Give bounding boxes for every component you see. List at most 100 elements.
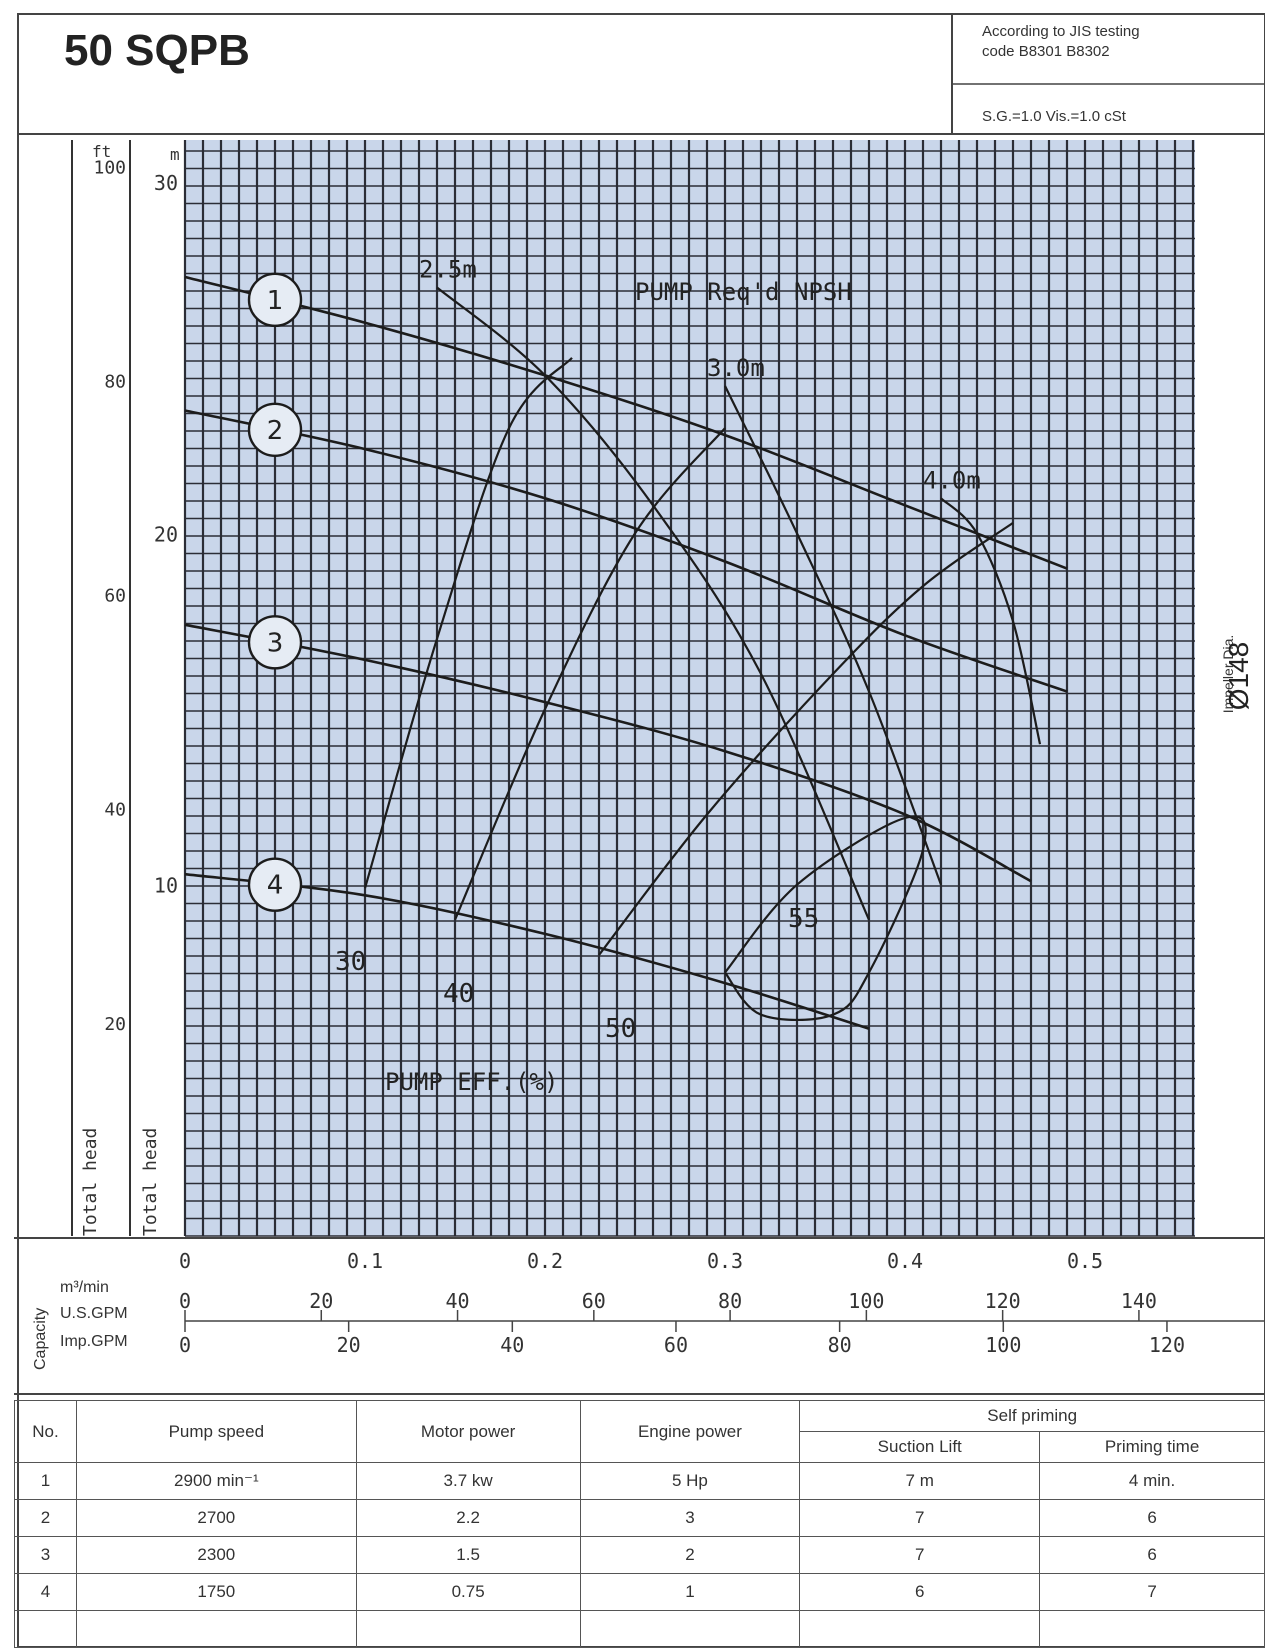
cell-motor: 1.5 — [355, 1536, 581, 1574]
npsh-curve — [940, 497, 1042, 745]
npsh-label: 2.5m — [419, 256, 477, 284]
efficiency-contour-40 — [453, 427, 726, 921]
cell-engine: 1 — [579, 1573, 801, 1611]
cell-suction: 7 — [799, 1499, 1041, 1537]
chart-curves — [184, 275, 1068, 1030]
cell-no: 1 — [14, 1462, 77, 1500]
m3-tick-label: 0.5 — [1067, 1249, 1103, 1273]
cell-no: 3 — [14, 1536, 77, 1574]
m-unit: m — [170, 145, 180, 164]
impgpm-tick-label: 60 — [664, 1333, 688, 1357]
cell-no: 4 — [14, 1573, 77, 1611]
impgpm-tick-label: 100 — [985, 1333, 1021, 1357]
capacity-title: Capacity — [32, 1308, 49, 1370]
cell-motor: 2.2 — [355, 1499, 581, 1537]
fluid-conditions: S.G.=1.0 Vis.=1.0 cSt — [982, 108, 1126, 125]
usgpm-tick-label: 140 — [1121, 1289, 1157, 1313]
header-priming-time: Priming time — [1039, 1431, 1265, 1463]
impgpm-tick-label: 0 — [179, 1333, 191, 1357]
series-marker-2 — [247, 402, 303, 458]
series-line-1 — [184, 275, 1068, 570]
cell-priming: 7 — [1039, 1573, 1265, 1611]
m3-unit-label: m³/min — [60, 1279, 109, 1296]
series-marker-label: 2 — [267, 416, 284, 446]
m-tick-label: 20 — [154, 522, 178, 546]
ft-tick-label: 40 — [104, 800, 126, 821]
usgpm-tick-label: 80 — [718, 1289, 742, 1313]
table-row: 2 2700 2.2 3 7 6 — [14, 1499, 1265, 1537]
header-motor: Motor power — [355, 1400, 581, 1463]
spec-table: No. Pump speed Motor power Engine power … — [14, 1400, 1265, 1648]
series-marker-label: 3 — [267, 628, 284, 658]
usgpm-tick-label: 120 — [985, 1289, 1021, 1313]
efficiency-title: PUMP EFF.(%) — [385, 1068, 558, 1096]
ft-tick-label: 20 — [104, 1014, 126, 1035]
usgpm-tick-label: 100 — [848, 1289, 884, 1313]
cell-engine: 3 — [579, 1499, 801, 1537]
impeller-value: Ø148 — [1223, 641, 1254, 711]
cell-engine: 2 — [579, 1536, 801, 1574]
impgpm-unit-label: Imp.GPM — [60, 1333, 128, 1350]
header-no: No. — [14, 1400, 77, 1463]
cell-suction: 7 — [799, 1536, 1041, 1574]
cell-priming: 4 min. — [1039, 1462, 1265, 1500]
standard-line-1: According to JIS testing — [982, 23, 1140, 40]
series-line-3 — [184, 623, 1032, 883]
cell-motor: 0.75 — [355, 1573, 581, 1611]
usgpm-unit-label: U.S.GPM — [60, 1305, 128, 1322]
table-row: 3 2300 1.5 2 7 6 — [14, 1536, 1265, 1574]
m3-tick-label: 0.4 — [887, 1249, 923, 1273]
cell-priming: 6 — [1039, 1536, 1265, 1574]
cell-speed: 2300 — [75, 1536, 357, 1574]
cell-priming: 6 — [1039, 1499, 1265, 1537]
npsh-title: PUMP Req'd NPSH — [635, 278, 852, 306]
spec-table-subheader-row: Suction Lift Priming time — [15, 1431, 1265, 1463]
impeller-box: Impeller Dia. Ø148 — [1195, 578, 1263, 778]
series-marker-3 — [247, 615, 303, 670]
m-tick-label: 10 — [154, 874, 178, 898]
grid-lines — [183, 140, 1195, 1237]
cell-speed: 1750 — [75, 1573, 357, 1611]
impgpm-tick-label: 80 — [828, 1333, 852, 1357]
npsh-curve — [724, 385, 943, 886]
header-suction: Suction Lift — [799, 1431, 1041, 1463]
efficiency-label: 50 — [605, 1014, 636, 1044]
usgpm-tick-label: 60 — [582, 1289, 606, 1313]
m-axis-title: Total head — [140, 1128, 161, 1236]
m3-tick-label: 0 — [179, 1249, 191, 1273]
cell-no: 2 — [14, 1499, 77, 1537]
efficiency-label: 55 — [788, 904, 819, 934]
table-row: 1 2900 min⁻¹ 3.7 kw 5 Hp 7 m 4 min. — [14, 1462, 1265, 1500]
impgpm-tick-label: 120 — [1149, 1333, 1185, 1357]
npsh-curve — [436, 286, 871, 921]
cell-speed: 2700 — [75, 1499, 357, 1537]
plot-area: 1 2 3 4 30 40 50 55 2.5m 3.0m 4.0m PUMP Req'd NPSH P… — [183, 140, 1195, 1237]
m3-tick-label: 0.1 — [347, 1249, 383, 1273]
series-line-2 — [184, 409, 1068, 693]
axis-labels: 30 20 10 100 80 60 40 20 — [93, 157, 178, 1035]
table-row: 4 1750 0.75 1 6 7 — [14, 1573, 1265, 1611]
usgpm-tick-label: 20 — [309, 1289, 333, 1313]
efficiency-label: 30 — [335, 947, 366, 977]
series-marker-4 — [247, 857, 303, 912]
ft-unit: ft — [92, 142, 111, 161]
header-engine: Engine power — [579, 1400, 801, 1463]
series-marker-label: 4 — [267, 871, 284, 901]
usgpm-tick-label: 0 — [179, 1289, 191, 1313]
sheet-frame — [17, 13, 1265, 1647]
ft-tick-label: 60 — [104, 586, 126, 607]
cell-speed: 2900 min⁻¹ — [75, 1462, 357, 1500]
impgpm-tick-label: 40 — [500, 1333, 524, 1357]
header-speed: Pump speed — [75, 1400, 357, 1463]
table-row-empty — [14, 1610, 1265, 1648]
series-marker-label: 1 — [267, 286, 284, 316]
efficiency-contour-30 — [363, 357, 573, 889]
model-title: 50 SQPB — [64, 26, 250, 75]
series-marker-1 — [247, 272, 303, 328]
standard-line-2: code B8301 B8302 — [982, 43, 1110, 60]
capacity-ticks: 0 0.1 0.2 0.3 0.4 0.5 0 20 40 60 80 100 120 140 0 20 40 6… — [179, 1249, 1185, 1357]
cell-engine: 5 Hp — [579, 1462, 801, 1500]
efficiency-contour-50 — [598, 521, 1014, 956]
cell-suction: 7 m — [799, 1462, 1041, 1500]
